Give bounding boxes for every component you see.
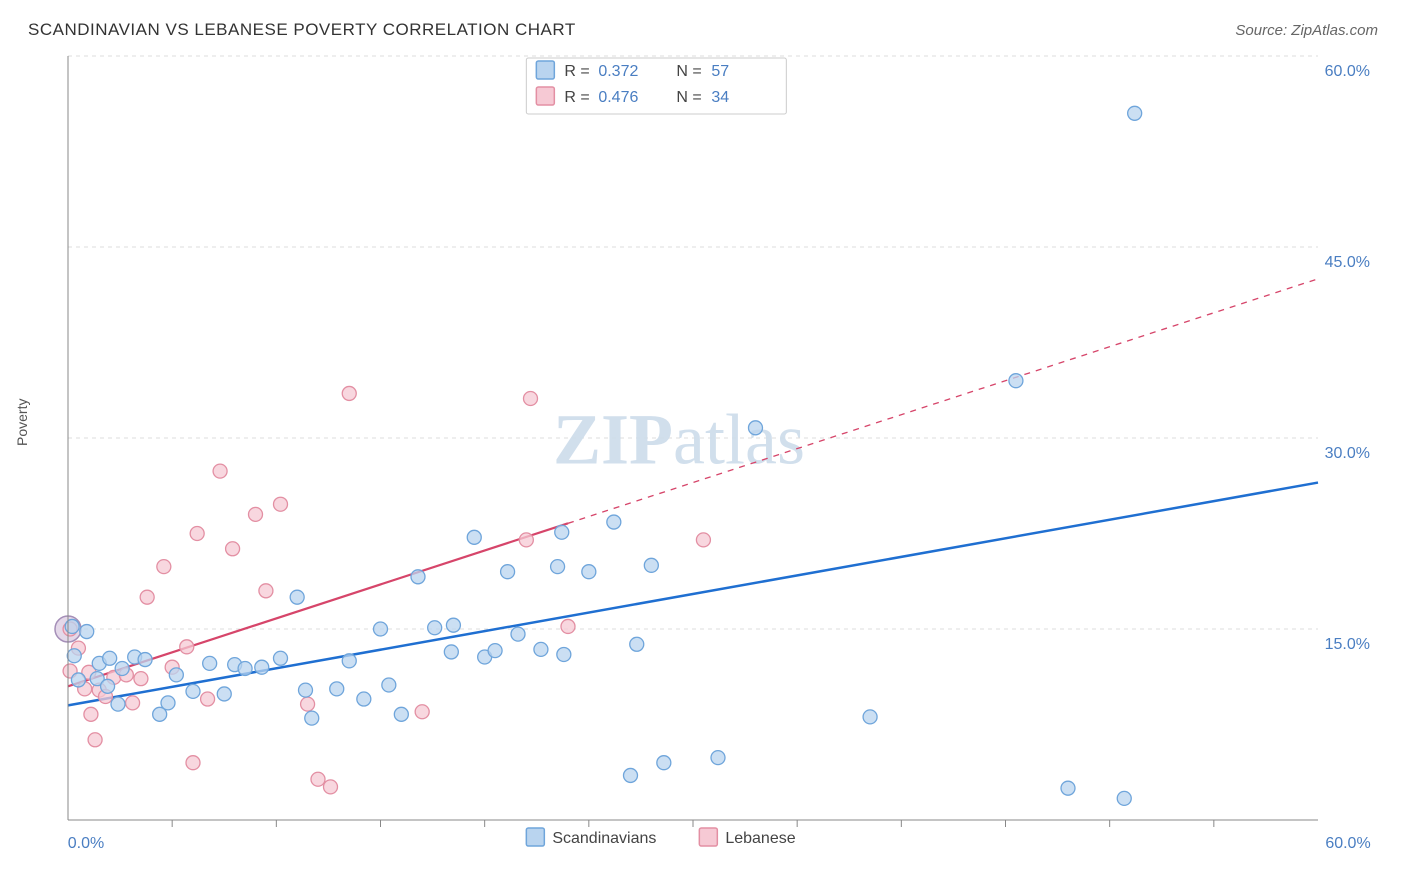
source-credit: Source: ZipAtlas.com	[1235, 22, 1378, 39]
source-name: ZipAtlas.com	[1291, 22, 1378, 39]
svg-text:ZIPatlas: ZIPatlas	[553, 399, 805, 479]
svg-text:Lebanese: Lebanese	[725, 830, 795, 847]
svg-text:0.476: 0.476	[598, 89, 638, 106]
svg-text:N =: N =	[676, 89, 701, 106]
svg-text:15.0%: 15.0%	[1325, 636, 1370, 653]
source-prefix: Source:	[1235, 22, 1291, 39]
svg-text:45.0%: 45.0%	[1325, 254, 1370, 271]
svg-text:0.372: 0.372	[598, 63, 638, 80]
svg-text:60.0%: 60.0%	[1325, 63, 1370, 80]
chart-title: SCANDINAVIAN VS LEBANESE POVERTY CORRELA…	[28, 20, 576, 40]
svg-text:57: 57	[711, 63, 729, 80]
svg-text:N =: N =	[676, 63, 701, 80]
svg-text:R =: R =	[564, 89, 589, 106]
svg-text:R =: R =	[564, 63, 589, 80]
svg-text:0.0%: 0.0%	[68, 835, 104, 852]
y-axis-label: Poverty	[14, 399, 30, 446]
svg-text:34: 34	[711, 89, 729, 106]
svg-text:60.0%: 60.0%	[1325, 835, 1370, 852]
chart-header: SCANDINAVIAN VS LEBANESE POVERTY CORRELA…	[28, 20, 1378, 40]
svg-text:Scandinavians: Scandinavians	[552, 830, 656, 847]
svg-text:30.0%: 30.0%	[1325, 445, 1370, 462]
chart-container: Poverty 15.0%30.0%45.0%60.0%ZIPatlas0.0%…	[28, 48, 1378, 868]
scatter-chart: 15.0% 30.0% 45.0% 60.0% ZIPatlas 0.0% 60.0% R =…	[28, 48, 1378, 868]
